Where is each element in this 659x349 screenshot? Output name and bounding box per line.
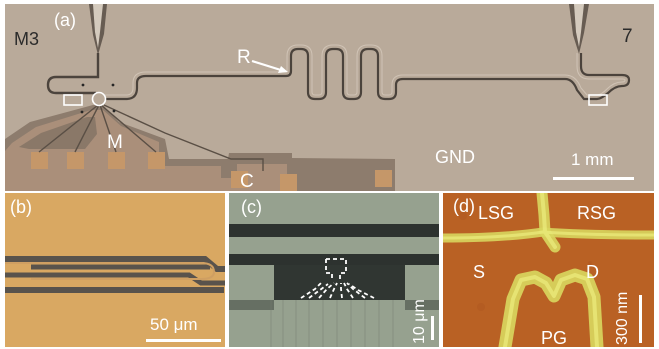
right-side-gate-label: RSG xyxy=(577,203,617,223)
panel-c-scale-label: 10 μm xyxy=(411,299,428,344)
sample-mark-left: M3 xyxy=(14,29,40,49)
panel-a-scale-bar xyxy=(553,177,634,180)
afm-image xyxy=(443,193,654,347)
capacitor-label: C xyxy=(240,171,254,191)
panel-b: (b) 50 μm xyxy=(5,193,225,347)
plunger-gate-label: PG xyxy=(541,328,568,347)
panel-c-scale-bar xyxy=(431,316,434,340)
panel-b-scale-label: 50 μm xyxy=(150,315,198,334)
metal-label: M xyxy=(107,132,123,153)
panel-d: (d) LSG RSG S D PG 300 nm xyxy=(443,193,654,347)
sample-mark-right: 7 xyxy=(622,26,633,47)
panel-b-letter: (b) xyxy=(10,197,32,217)
panel-d-scale-bar xyxy=(639,295,642,343)
panel-a-letter: (a) xyxy=(54,10,76,30)
panel-c-letter: (c) xyxy=(241,197,262,217)
panel-b-scale-bar xyxy=(146,339,221,342)
device-overview-image xyxy=(5,4,654,191)
panel-d-scale-label: 300 nm xyxy=(614,291,631,345)
resonator-label: R xyxy=(237,47,251,68)
panel-a-scale-label: 1 mm xyxy=(571,150,614,169)
drain-label: D xyxy=(586,262,599,282)
gate-region-image xyxy=(229,193,439,347)
left-side-gate-label: LSG xyxy=(478,203,515,223)
panel-a: M3 (a) 7 R M C GND 1 mm xyxy=(5,4,654,191)
panel-c: (c) 10 μm xyxy=(229,193,439,347)
resonator-zoom-image xyxy=(5,193,225,347)
ground-label: GND xyxy=(435,147,475,167)
panel-d-letter: (d) xyxy=(453,196,475,216)
source-label: S xyxy=(473,262,486,282)
